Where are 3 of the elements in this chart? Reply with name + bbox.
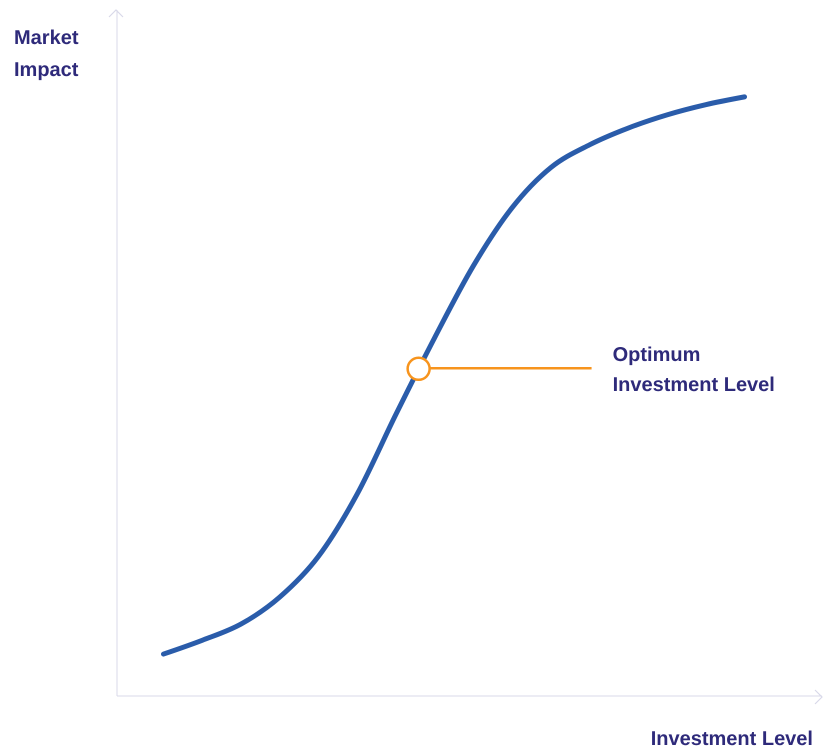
- ref-line-label: Optimum Investment Level: [612, 342, 775, 398]
- x-axis-title: Investment Level: [650, 728, 813, 751]
- y-axis-title: Market Impact: [14, 26, 80, 83]
